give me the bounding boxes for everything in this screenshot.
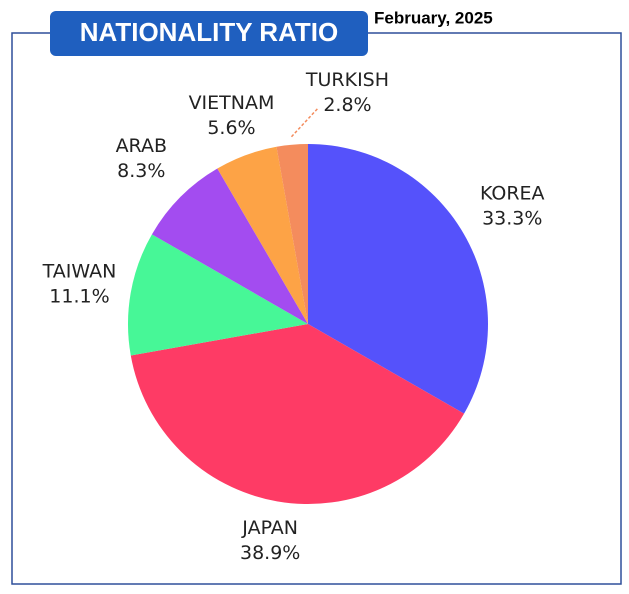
pie-slice <box>128 234 308 356</box>
value-label: 11.1% <box>49 286 109 308</box>
value-label: 33.3% <box>482 207 542 229</box>
slice-label: TURKISH <box>305 69 389 91</box>
value-label: 5.6% <box>207 117 255 139</box>
slice-label: JAPAN <box>241 517 298 539</box>
chart-title: NATIONALITY RATIO <box>80 17 339 47</box>
slice-label: ARAB <box>116 135 167 157</box>
pie-slice <box>130 324 465 504</box>
slice-label: TAIWAN <box>42 261 117 283</box>
pie-slice <box>217 146 308 324</box>
value-label: 8.3% <box>117 160 165 182</box>
pie-slice <box>151 168 308 324</box>
value-label: 2.8% <box>323 94 371 116</box>
chart-subtitle: February, 2025 <box>374 8 493 27</box>
leader-line <box>290 108 319 138</box>
value-label: 38.9% <box>240 542 300 564</box>
pie-slice <box>276 144 308 324</box>
pie-slice <box>308 144 488 414</box>
title-box <box>50 11 368 56</box>
slice-label: KOREA <box>480 182 545 204</box>
slice-label: VIETNAM <box>189 92 275 114</box>
